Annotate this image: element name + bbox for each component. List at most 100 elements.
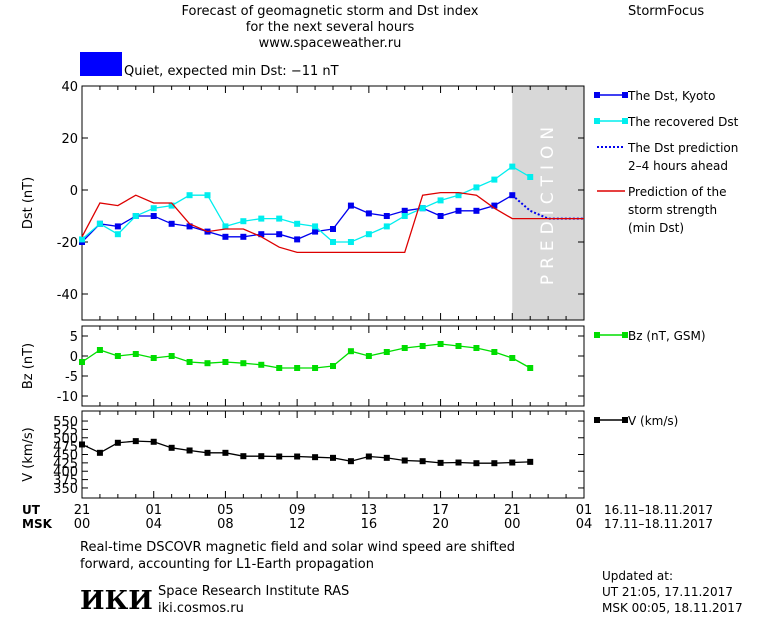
- bz-series-0-point: [527, 365, 534, 371]
- x-tick-label-ut: 01: [145, 503, 162, 518]
- dst-legend-1-label: The recovered Dst: [627, 115, 739, 129]
- dst-ytick-label: 40: [61, 80, 78, 95]
- dst-series-1-point: [527, 174, 534, 180]
- x-tick-label-ut: 01: [576, 503, 593, 518]
- dst-axis-label: Dst (nT): [21, 177, 36, 229]
- v-series-0-point: [294, 453, 301, 460]
- v-series-0-point: [222, 449, 229, 456]
- v-series-0-point: [419, 458, 426, 465]
- v-series-0-point: [240, 453, 247, 460]
- dst-series-1-point: [150, 205, 157, 212]
- v-series-0-point: [383, 454, 390, 461]
- v-series-0-point: [491, 460, 498, 467]
- dst-legend-1-marker: [594, 118, 600, 124]
- v-series-0-point: [312, 454, 319, 461]
- x-tick-label-ut: 21: [504, 503, 521, 518]
- institute-url[interactable]: iki.cosmos.ru: [158, 601, 244, 616]
- v-ytick-label: 350: [53, 482, 78, 497]
- footer-note-line1: Real-time DSCOVR magnetic field and sola…: [80, 540, 516, 555]
- dst-ytick-label: 0: [70, 184, 78, 199]
- v-ytick-label: 400: [53, 465, 78, 480]
- v-series-0-point: [473, 460, 480, 467]
- v-series-0-point: [527, 458, 534, 465]
- brand-name: StormFocus: [628, 4, 705, 19]
- chart-title-line1: Forecast of geomagnetic storm and Dst in…: [181, 4, 479, 19]
- x-axis-ut-label: UT: [22, 503, 41, 517]
- v-series-0-point: [276, 453, 283, 460]
- dst-series-1-point: [96, 220, 103, 227]
- dst-series-1-point: [204, 192, 211, 199]
- bz-series-0-point: [258, 361, 265, 368]
- dst-series-1-point: [330, 239, 336, 245]
- dst-series-0-point: [150, 213, 157, 219]
- bz-series-0-point: [330, 363, 336, 369]
- x-tick-label-msk: 16: [361, 517, 378, 532]
- v-series-0-point: [204, 449, 211, 456]
- dst-series-1-point: [347, 239, 354, 245]
- x-tick-label-ut: 17: [432, 503, 449, 518]
- dst-series-1-point: [258, 215, 265, 222]
- v-axis-label: V (km/s): [21, 427, 36, 482]
- dst-series-0-point: [365, 210, 372, 217]
- bz-series-0-point: [222, 359, 229, 365]
- dst-series-0-point: [437, 213, 444, 219]
- v-series-0-point: [132, 438, 139, 445]
- dst-legend-0-label: The Dst, Kyoto: [627, 89, 715, 103]
- dst-ytick-label: -20: [57, 236, 78, 251]
- bz-series-0-point: [347, 348, 354, 355]
- dst-ytick-label: -40: [57, 288, 78, 303]
- v-ytick-label: 475: [53, 440, 78, 455]
- dst-series-1-point: [168, 202, 175, 209]
- dst-series-0-point: [401, 207, 408, 214]
- dst-series-0-point: [222, 233, 229, 240]
- footer-note-line2: forward, accounting for L1-Earth propaga…: [80, 557, 374, 572]
- dst-series-1-point: [491, 176, 498, 183]
- bz-axis-label: Bz (nT): [21, 343, 36, 389]
- bz-series-0-point: [473, 345, 480, 351]
- dst-series-0-point: [383, 213, 390, 219]
- x-tick-label-ut: 09: [289, 503, 306, 518]
- source-url[interactable]: www.spaceweather.ru: [258, 36, 402, 51]
- x-axis-ut-range: 16.11–18.11.2017: [604, 503, 713, 517]
- dst-series-1-point: [509, 163, 516, 170]
- dst-ytick-label: 20: [61, 132, 78, 147]
- dst-legend-2-label: The Dst prediction: [627, 141, 738, 155]
- bz-legend-0-label: Bz (nT, GSM): [628, 329, 706, 343]
- bz-series-0-point: [455, 343, 462, 349]
- bz-series-0-point: [114, 353, 121, 359]
- prediction-region: [512, 86, 584, 320]
- dst-legend-0-marker: [594, 92, 600, 98]
- dst-series-0-point: [347, 202, 354, 209]
- bz-series-0-point: [294, 365, 301, 371]
- dst-series-0-point: [455, 207, 462, 214]
- dst-series-0-point: [312, 228, 319, 235]
- bz-ytick-label: 5: [70, 330, 78, 345]
- dst-legend-3-label: Prediction of the: [628, 185, 727, 199]
- dst-series-0-point: [491, 202, 498, 209]
- bz-series-0-point: [383, 349, 390, 355]
- dst-series-0-point: [186, 223, 193, 230]
- v-ytick-label: 425: [53, 457, 78, 472]
- dst-series-1-line: [81, 165, 531, 243]
- dst-series-1-point: [114, 231, 121, 238]
- v-series-0-point: [330, 454, 336, 461]
- dst-series-0-point: [240, 233, 247, 240]
- v-series-0-point: [150, 438, 157, 445]
- dst-series-0-point: [276, 231, 283, 238]
- bz-ytick-label: -5: [65, 370, 78, 385]
- v-legend-0-marker: [594, 417, 600, 423]
- dst-series-1-point: [294, 220, 301, 227]
- v-legend-0-label: V (km/s): [628, 414, 678, 428]
- v-series-0-line: [81, 440, 531, 464]
- v-series-0-point: [186, 447, 193, 454]
- v-series-0-point: [365, 453, 372, 460]
- v-ytick-label: 450: [53, 449, 78, 464]
- bz-series-0-point: [96, 347, 103, 353]
- dst-legend-1-marker: [622, 118, 628, 124]
- x-tick-label-msk: 20: [432, 517, 449, 532]
- dst-legend-2-label: 2–4 hours ahead: [628, 159, 728, 173]
- prediction-label: PREDICTION: [538, 121, 558, 285]
- x-tick-label-msk: 12: [289, 517, 306, 532]
- dst-series-1-point: [186, 192, 193, 199]
- dst-series-0-point: [330, 226, 336, 232]
